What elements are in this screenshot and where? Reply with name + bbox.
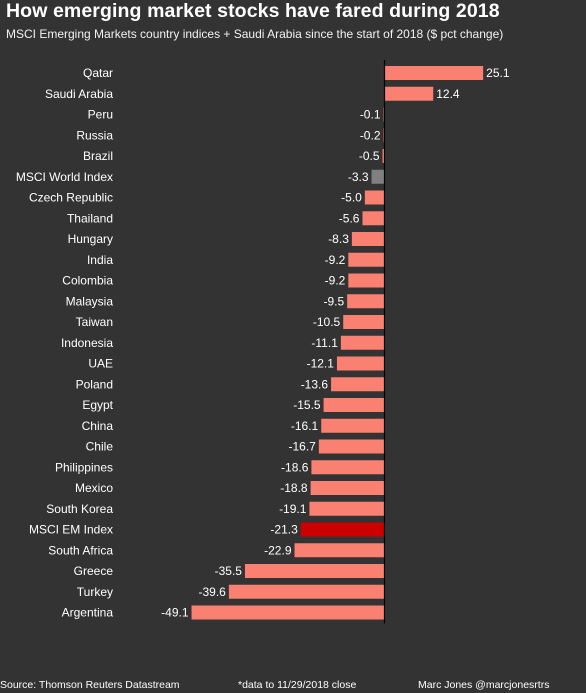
- bar-uae: [336, 356, 385, 371]
- value-label-czech-republic: -5.0: [341, 191, 362, 205]
- category-label-peru: Peru: [88, 108, 113, 122]
- category-label-turkey: Turkey: [77, 585, 113, 599]
- value-label-south-africa: -22.9: [264, 543, 292, 557]
- category-label-chile: Chile: [86, 440, 114, 454]
- category-label-taiwan: Taiwan: [76, 315, 113, 329]
- bar-egypt: [323, 398, 385, 412]
- bar-qatar: [384, 66, 484, 80]
- value-label-russia: -0.2: [360, 128, 381, 142]
- category-label-czech-republic: Czech Republic: [29, 191, 113, 205]
- bar-indonesia: [340, 335, 385, 350]
- value-label-saudi-arabia: 12.4: [436, 87, 460, 101]
- bar-hungary: [351, 232, 385, 246]
- bar-mexico: [310, 481, 385, 495]
- value-label-india: -9.2: [325, 253, 346, 267]
- category-label-thailand: Thailand: [67, 211, 113, 225]
- footer-source: Source: Thomson Reuters Datastream: [0, 679, 180, 691]
- category-label-argentina: Argentina: [62, 606, 114, 620]
- category-label-qatar: Qatar: [83, 66, 113, 80]
- category-label-russia: Russia: [76, 128, 113, 142]
- value-label-thailand: -5.6: [339, 211, 360, 225]
- value-label-peru: -0.1: [360, 108, 381, 122]
- category-label-greece: Greece: [74, 564, 114, 578]
- bar-chile: [318, 439, 385, 454]
- bar-czech-republic: [364, 190, 385, 205]
- category-label-brazil: Brazil: [83, 149, 113, 163]
- bar-msci-em-index: [300, 522, 385, 537]
- category-label-msci-world-index: MSCI World Index: [16, 170, 113, 184]
- category-label-uae: UAE: [88, 357, 113, 371]
- value-label-greece: -35.5: [215, 564, 243, 578]
- category-label-china: China: [82, 419, 114, 433]
- value-label-argentina: -49.1: [161, 606, 189, 620]
- category-label-colombia: Colombia: [62, 274, 113, 288]
- bar-philippines: [311, 460, 385, 475]
- category-label-mexico: Mexico: [75, 481, 113, 495]
- bar-greece: [244, 564, 385, 578]
- bar-taiwan: [343, 315, 385, 329]
- value-label-south-korea: -19.1: [279, 502, 307, 516]
- value-label-malaysia: -9.5: [323, 294, 344, 308]
- value-label-uae: -12.1: [307, 357, 335, 371]
- bar-thailand: [362, 211, 385, 226]
- value-label-china: -16.1: [291, 419, 319, 433]
- category-label-saudi-arabia: Saudi Arabia: [45, 87, 113, 101]
- category-label-south-korea: South Korea: [46, 502, 113, 516]
- bar-poland: [331, 377, 385, 392]
- value-label-egypt: -15.5: [293, 398, 321, 412]
- value-label-turkey: -39.6: [199, 585, 227, 599]
- footer-credit: Marc Jones @marcjonesrtrs: [418, 679, 550, 691]
- value-label-chile: -16.7: [289, 440, 317, 454]
- category-label-egypt: Egypt: [82, 398, 113, 412]
- bar-south-africa: [294, 543, 385, 558]
- value-label-mexico: -18.8: [280, 481, 308, 495]
- value-label-brazil: -0.5: [359, 149, 380, 163]
- value-label-indonesia: -11.1: [311, 336, 338, 350]
- value-label-taiwan: -10.5: [313, 315, 341, 329]
- bar-india: [348, 252, 385, 267]
- category-label-malaysia: Malaysia: [66, 294, 114, 308]
- bar-saudi-arabia: [384, 86, 434, 101]
- bar-argentina: [191, 605, 385, 620]
- value-label-philippines: -18.6: [281, 460, 309, 474]
- value-label-msci-em-index: -21.3: [270, 523, 298, 537]
- bar-south-korea: [309, 501, 385, 516]
- category-label-msci-em-index: MSCI EM Index: [29, 523, 113, 537]
- value-label-hungary: -8.3: [328, 232, 349, 246]
- category-label-indonesia: Indonesia: [61, 336, 113, 350]
- category-label-south-africa: South Africa: [48, 543, 113, 557]
- category-label-philippines: Philippines: [55, 460, 113, 474]
- category-label-hungary: Hungary: [68, 232, 113, 246]
- bar-brazil: [382, 149, 385, 163]
- value-label-msci-world-index: -3.3: [348, 170, 369, 184]
- chart-title: How emerging market stocks have fared du…: [6, 0, 500, 22]
- category-label-india: India: [87, 253, 113, 267]
- value-label-poland: -13.6: [301, 377, 329, 391]
- chart-subtitle: MSCI Emerging Markets country indices + …: [6, 27, 504, 41]
- value-label-qatar: 25.1: [486, 66, 510, 80]
- category-label-poland: Poland: [76, 377, 113, 391]
- bar-msci-world-index: [371, 169, 385, 184]
- footer-note: *data to 11/29/2018 close: [238, 679, 357, 691]
- bar-china: [321, 418, 385, 433]
- bar-malaysia: [347, 294, 385, 309]
- bar-colombia: [348, 273, 385, 288]
- bar-turkey: [228, 584, 385, 599]
- value-label-colombia: -9.2: [325, 274, 346, 288]
